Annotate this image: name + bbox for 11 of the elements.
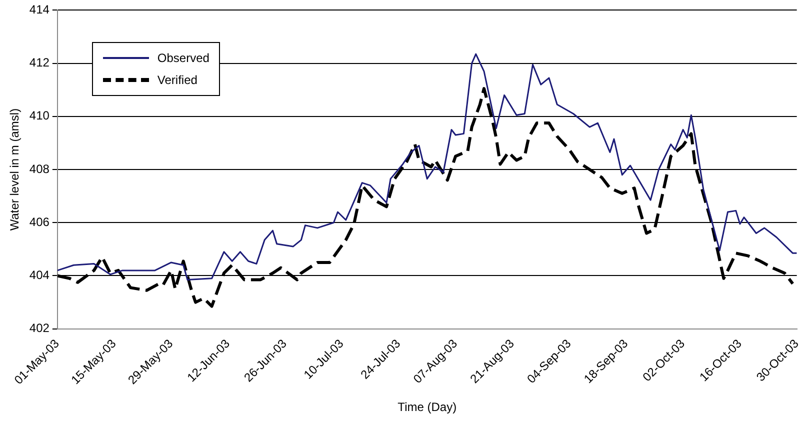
y-tick-label: 410 [29, 108, 50, 123]
y-tick-label: 402 [29, 321, 50, 336]
y-axis-title: Water level in m (amsl) [8, 108, 22, 231]
legend-label: Observed [157, 51, 210, 66]
y-tick-label: 406 [29, 214, 50, 229]
y-tick-label: 408 [29, 162, 50, 176]
y-tick-label: 412 [29, 56, 50, 70]
x-axis-title: Time (Day) [398, 400, 457, 414]
legend-label: Verified [157, 73, 198, 88]
y-tick-label: 404 [29, 268, 50, 282]
y-tick-label: 414 [29, 2, 50, 17]
